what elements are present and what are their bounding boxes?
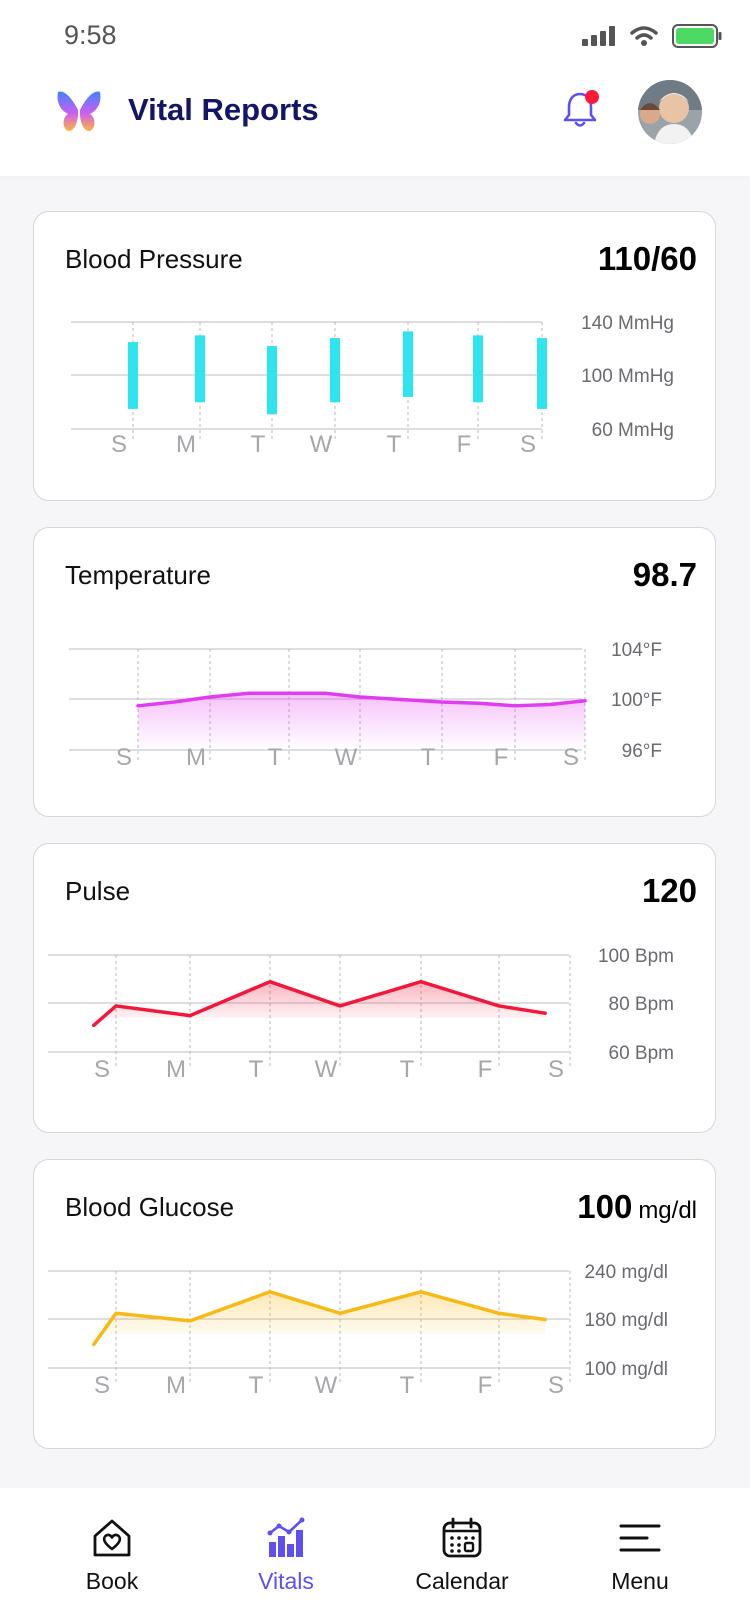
card-value-number: 100 xyxy=(577,1188,633,1225)
card-value: 120 xyxy=(641,872,697,909)
day-label: T xyxy=(400,1056,415,1083)
signal-icon xyxy=(582,26,615,46)
pulse-card[interactable]: Pulse 120 100 Bpm 80 Bpm 60 Bpm S M T W T F S xyxy=(33,843,716,1133)
avatar-image xyxy=(638,80,702,144)
day-label: T xyxy=(251,431,266,458)
blood-pressure-chart: 140 MmHg 100 MmHg 60 MmHg S M T W T F S xyxy=(71,313,674,458)
day-label: T xyxy=(400,1372,415,1399)
day-label: M xyxy=(166,1372,186,1399)
nav-label: Book xyxy=(85,1568,139,1594)
card-title: Blood Pressure xyxy=(65,244,243,274)
day-label: F xyxy=(494,744,509,771)
nav-label: Calendar xyxy=(415,1568,509,1594)
pressure-bar xyxy=(128,342,138,409)
card-value-unit: mg/dl xyxy=(638,1197,697,1224)
y-axis-label: 100 Bpm xyxy=(598,946,674,967)
user-avatar[interactable] xyxy=(638,80,702,144)
y-axis-label: 100 MmHg xyxy=(581,366,674,387)
wifi-icon xyxy=(630,26,658,46)
temperature-chart: 104°F 100°F 96°F S M T W T F S xyxy=(69,640,662,771)
day-label: F xyxy=(478,1372,493,1399)
y-axis-label: 60 Bpm xyxy=(609,1043,674,1064)
home-heart-icon xyxy=(93,1519,131,1557)
day-label: M xyxy=(176,431,196,458)
nav-calendar[interactable]: Calendar xyxy=(392,1516,532,1595)
day-label: T xyxy=(387,431,402,458)
card-title: Pulse xyxy=(65,876,131,906)
day-label: S xyxy=(563,744,579,771)
day-label: S xyxy=(548,1372,564,1399)
day-label: M xyxy=(186,744,206,771)
notification-dot xyxy=(585,90,599,104)
y-axis-label: 140 MmHg xyxy=(581,313,674,334)
day-label: M xyxy=(166,1056,186,1083)
day-label: F xyxy=(478,1056,493,1083)
pressure-bar xyxy=(403,331,413,397)
battery-icon xyxy=(672,24,722,48)
calendar-icon xyxy=(442,1517,482,1558)
pulse-chart: 100 Bpm 80 Bpm 60 Bpm S M T W T F S xyxy=(48,946,674,1083)
pressure-bar xyxy=(473,335,483,403)
day-label: T xyxy=(268,744,283,771)
day-label: W xyxy=(315,1056,338,1083)
notification-bell-icon[interactable] xyxy=(562,88,602,132)
day-label: T xyxy=(421,744,436,771)
app-title: Vital Reports xyxy=(128,92,319,127)
chart-icon xyxy=(267,1517,305,1557)
day-label: W xyxy=(315,1372,338,1399)
app-header: Vital Reports xyxy=(0,70,750,176)
y-axis-label: 100°F xyxy=(611,690,662,711)
y-axis-label: 180 mg/dl xyxy=(585,1310,668,1331)
status-time: 9:58 xyxy=(64,20,117,50)
y-axis-label: 104°F xyxy=(611,640,662,661)
series-area xyxy=(138,693,585,750)
card-title: Temperature xyxy=(65,560,211,590)
card-value: 98.7 xyxy=(632,556,697,593)
series-area xyxy=(93,981,546,1026)
blood-glucose-card[interactable]: Blood Glucose 100 mg/dl 240 mg/dl 180 mg/d… xyxy=(33,1159,716,1449)
day-label: T xyxy=(249,1056,264,1083)
butterfly-logo-icon xyxy=(57,91,101,132)
pressure-bar xyxy=(195,335,205,403)
day-label: S xyxy=(94,1372,110,1399)
status-icons xyxy=(582,24,722,48)
day-label: S xyxy=(520,431,536,458)
nav-vitals[interactable]: Vitals xyxy=(216,1516,356,1595)
bottom-nav: Book Vitals Calendar xyxy=(0,1488,750,1624)
nav-book[interactable]: Book xyxy=(42,1516,182,1595)
nav-menu[interactable]: Menu xyxy=(570,1516,710,1595)
y-axis-label: 80 Bpm xyxy=(609,994,674,1015)
card-value: 110/60 xyxy=(597,240,697,277)
temperature-card[interactable]: Temperature 98.7 104°F 100°F 96°F S M T W T F S xyxy=(33,527,716,817)
card-title: Blood Glucose xyxy=(65,1192,235,1222)
day-label: F xyxy=(457,431,472,458)
day-label: T xyxy=(249,1372,264,1399)
series-line xyxy=(92,979,547,1028)
day-label: S xyxy=(548,1056,564,1083)
status-bar: 9:58 xyxy=(0,0,750,70)
series-area xyxy=(93,1291,546,1345)
day-label: S xyxy=(111,431,127,458)
nav-label: Vitals xyxy=(258,1568,314,1594)
nav-label: Menu xyxy=(611,1568,669,1594)
card-value: 100 mg/dl xyxy=(577,1188,697,1226)
day-label: S xyxy=(116,744,132,771)
series-line xyxy=(136,691,587,708)
y-axis-label: 100 mg/dl xyxy=(585,1359,668,1380)
y-axis-label: 60 MmHg xyxy=(592,420,674,441)
day-label: W xyxy=(335,744,358,771)
pressure-bar xyxy=(267,346,277,415)
y-axis-label: 96°F xyxy=(622,741,662,762)
pressure-bar xyxy=(537,338,547,409)
menu-icon xyxy=(619,1524,661,1552)
blood-pressure-card[interactable]: Blood Pressure 110/60 140 MmHg 100 MmHg 60… xyxy=(33,211,716,501)
blood-glucose-chart: 240 mg/dl 180 mg/dl 100 mg/dl S M T W T F S xyxy=(48,1262,668,1399)
series-line xyxy=(92,1290,547,1347)
day-label: W xyxy=(310,431,333,458)
y-axis-label: 240 mg/dl xyxy=(585,1262,668,1283)
pressure-bar xyxy=(330,338,340,403)
day-label: S xyxy=(94,1056,110,1083)
